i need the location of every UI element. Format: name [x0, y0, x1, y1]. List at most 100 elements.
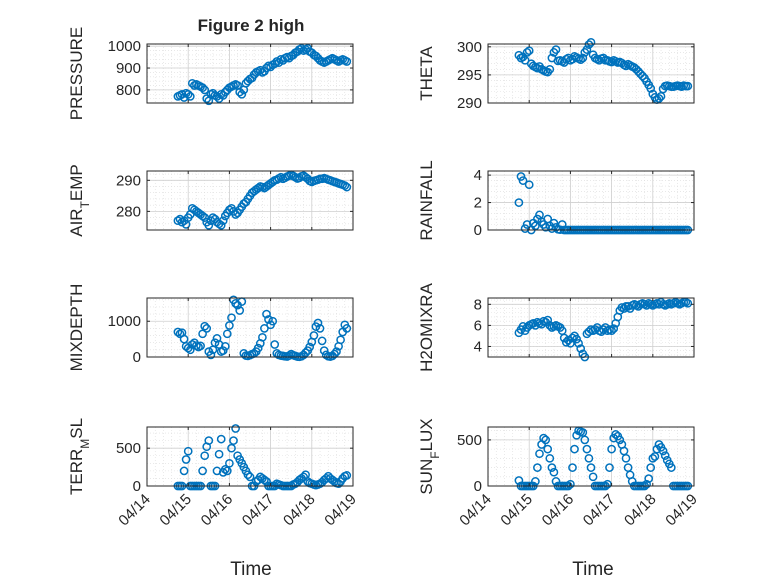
data-point — [179, 466, 189, 476]
subplot-4: 0 2 4 RAINFALL — [417, 160, 695, 241]
data-point — [533, 463, 542, 472]
data-point — [227, 313, 236, 323]
data-point — [654, 299, 664, 309]
axes-box — [487, 297, 695, 358]
data-point — [650, 93, 660, 102]
data-point — [262, 309, 271, 319]
data-point — [181, 455, 191, 464]
data-point — [342, 182, 352, 192]
data-point — [531, 477, 540, 486]
y-tick-label: 1000 — [108, 313, 141, 330]
data-point — [545, 453, 555, 463]
data-point — [336, 335, 345, 345]
data-point — [599, 325, 608, 334]
data-point — [183, 446, 193, 456]
y-tick-label: 2 — [474, 195, 482, 212]
data-point — [220, 465, 230, 474]
data-point — [260, 324, 269, 333]
data-point — [588, 472, 598, 482]
data-point — [173, 216, 183, 226]
data-point — [235, 306, 245, 315]
data-point — [541, 435, 551, 445]
data-point — [202, 324, 212, 333]
x-tick-label: 04/16 — [539, 491, 578, 530]
data-point — [547, 224, 557, 233]
data-point — [549, 467, 559, 477]
y-axis-label: MIXDEPTH — [67, 284, 86, 372]
data-point — [206, 350, 216, 360]
x-tick-label: 04/14 — [456, 491, 495, 530]
x-tick-label: 04/17 — [580, 491, 619, 530]
data-point — [586, 37, 596, 47]
data-point — [545, 64, 555, 74]
subplot-1: 800 900 1000 PRESSURE — [67, 27, 354, 120]
x-tick-label: 04/15 — [497, 491, 536, 530]
data-point — [216, 220, 226, 230]
y-tick-label: 4 — [474, 167, 482, 184]
data-point — [648, 453, 658, 463]
data-point — [218, 216, 228, 226]
data-point — [198, 329, 207, 339]
data-point — [541, 222, 551, 232]
data-point — [198, 211, 207, 221]
data-point — [607, 57, 616, 67]
x-tick-label: 04/16 — [198, 491, 237, 530]
data-point — [270, 340, 280, 349]
data-point — [584, 40, 594, 49]
axes-box — [487, 43, 695, 104]
data-point — [315, 324, 325, 333]
data-point — [330, 349, 339, 359]
data-point — [218, 346, 228, 355]
data-point — [210, 338, 220, 348]
data-point — [332, 347, 341, 356]
subplot-7: 0 500 04/14 04/15 04/16 04/17 04/18 04/19 TERRMS… — [67, 418, 360, 529]
data-point — [204, 436, 214, 445]
data-point — [173, 327, 183, 337]
subplot-8: 0 500 04/14 04/15 04/16 04/17 04/18 04/19 SUNFLU… — [417, 418, 701, 529]
x-axis-label-right: Time — [572, 559, 614, 580]
series-markers — [173, 424, 352, 491]
data-point — [216, 434, 226, 444]
y-tick-label: 295 — [457, 67, 482, 84]
data-point — [222, 466, 232, 476]
y-tick-label: 300 — [457, 39, 482, 56]
y-axis-label: RAINFALL — [417, 160, 436, 240]
data-point — [568, 463, 577, 472]
data-point — [646, 463, 656, 472]
data-point — [317, 336, 327, 346]
data-point — [524, 46, 534, 56]
axes-box — [487, 170, 695, 231]
y-tick-label: 0 — [133, 349, 141, 366]
y-axis-label: AIRTEMP — [67, 164, 92, 237]
subplot-3: 280 290 AIRTEMP — [67, 164, 354, 237]
grid — [487, 171, 695, 231]
y-tick-label: 0 — [133, 478, 141, 495]
data-point — [566, 338, 575, 348]
figure-title: Figure 2 high — [198, 16, 305, 35]
data-point — [295, 173, 304, 183]
y-axis-label: H2OMIXRA — [417, 282, 436, 371]
data-point — [607, 444, 616, 454]
data-point — [582, 45, 592, 54]
data-point — [225, 205, 234, 215]
data-point — [580, 435, 590, 445]
data-point — [198, 466, 207, 476]
y-axis-label: TERRMSL — [67, 418, 92, 495]
x-tick-label: 04/15 — [156, 491, 195, 530]
data-point — [522, 220, 532, 229]
data-point — [231, 424, 240, 433]
data-point — [528, 318, 538, 328]
data-point — [549, 218, 559, 228]
y-tick-label: 4 — [474, 338, 482, 355]
data-point — [574, 338, 583, 348]
data-point — [183, 89, 193, 99]
y-tick-label: 0 — [474, 478, 482, 495]
data-point — [605, 463, 614, 472]
data-point — [222, 329, 232, 339]
data-point — [619, 304, 629, 313]
data-point — [200, 85, 210, 95]
data-point — [309, 331, 319, 340]
data-point — [654, 94, 664, 103]
data-point — [342, 57, 352, 66]
series-markers — [514, 297, 693, 362]
